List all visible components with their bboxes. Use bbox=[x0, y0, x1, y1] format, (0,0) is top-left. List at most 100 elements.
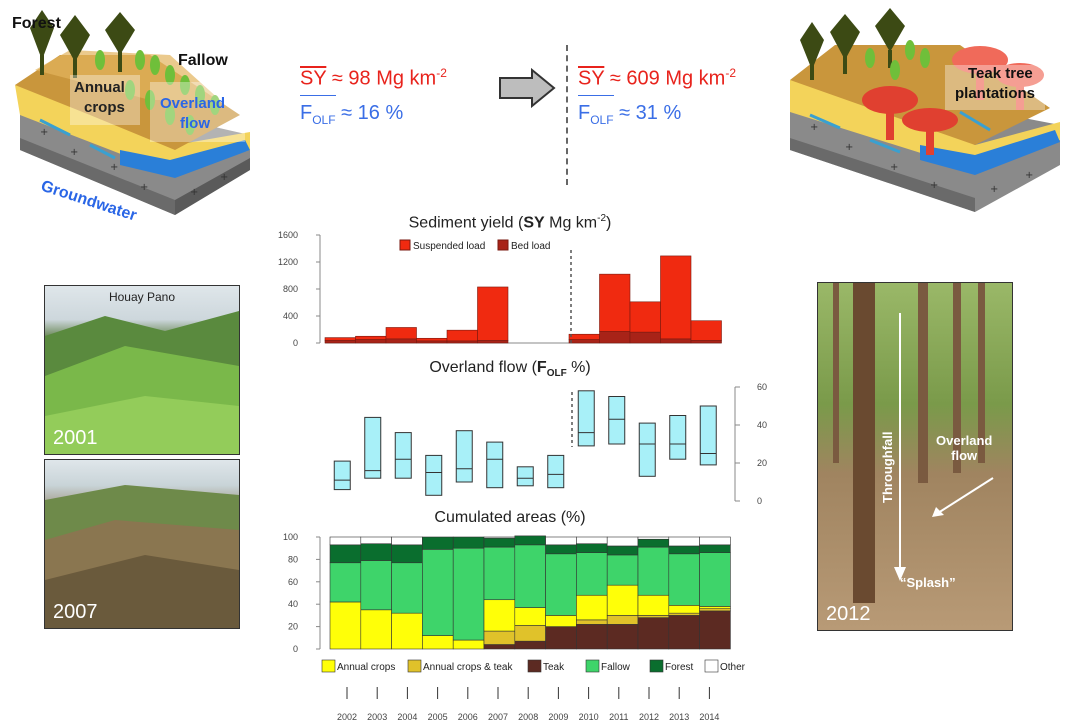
sy-bar-bed bbox=[324, 340, 356, 344]
olf-box bbox=[455, 430, 473, 483]
areas-legend-label: Fallow bbox=[601, 662, 631, 673]
areas-bar-segment bbox=[514, 544, 546, 608]
areas-bar-segment bbox=[606, 545, 639, 556]
sy-bar-suspended bbox=[690, 320, 722, 341]
svg-text:+: + bbox=[220, 172, 228, 183]
areas-legend-label: Teak bbox=[543, 662, 565, 673]
areas-bar-segment bbox=[699, 610, 731, 650]
photo-year-2007: 2007 bbox=[53, 601, 98, 623]
areas-bar-segment bbox=[668, 615, 700, 650]
sy-bar-bed bbox=[477, 340, 509, 344]
after-stats: SY ≈ 609 Mg km-2 FOLF ≈ 31 % bbox=[578, 66, 737, 127]
areas-bar-segment bbox=[360, 536, 392, 545]
areas-bar-segment bbox=[360, 609, 392, 650]
year-label: 2008 bbox=[518, 712, 538, 722]
sy-bar-bed bbox=[660, 338, 692, 344]
areas-bar-segment bbox=[329, 536, 362, 546]
areas-bar-segment bbox=[668, 612, 700, 616]
arrow-icon bbox=[499, 68, 556, 108]
svg-text:+: + bbox=[930, 180, 938, 191]
olf-chart-title: Overland flow (FOLF %) bbox=[429, 359, 591, 380]
areas-legend-label: Annual crops & teak bbox=[423, 662, 513, 673]
sy-bar-bed bbox=[446, 340, 478, 344]
areas-bar-segment bbox=[483, 537, 516, 548]
areas-bar-segment bbox=[391, 612, 423, 650]
photo-caption: Houay Pano bbox=[108, 290, 176, 304]
areas-bar-segment bbox=[391, 544, 423, 564]
year-label: 2012 bbox=[639, 712, 659, 722]
sy-tick-label: 1600 bbox=[278, 230, 298, 240]
areas-bar-segment bbox=[576, 543, 608, 553]
areas-bar-segment bbox=[483, 644, 516, 650]
olf-tick-label: 60 bbox=[757, 382, 767, 392]
areas-bar-segment bbox=[329, 562, 362, 603]
fallow-label: Fallow bbox=[178, 52, 228, 69]
areas-tick-label: 80 bbox=[288, 554, 298, 564]
splash-label: “Splash” bbox=[900, 575, 956, 590]
areas-tick-label: 0 bbox=[293, 644, 298, 654]
areas-bar-segment bbox=[422, 536, 454, 550]
throughfall-label: Throughfall bbox=[880, 431, 895, 504]
olf-box bbox=[364, 416, 382, 479]
legend-swatch-bed bbox=[497, 239, 509, 251]
areas-bar-segment bbox=[606, 554, 639, 586]
sy-bar-bed bbox=[355, 339, 387, 344]
photo-year-2012: 2012 bbox=[826, 603, 871, 625]
areas-bar-segment bbox=[637, 615, 670, 618]
sy-bar-bed bbox=[599, 331, 631, 344]
year-label: 2010 bbox=[579, 712, 599, 722]
areas-bar-segment bbox=[576, 552, 608, 596]
areas-legend-swatch bbox=[585, 659, 600, 673]
sy-bar-bed bbox=[416, 340, 448, 344]
areas-bar-segment bbox=[668, 553, 700, 606]
areas-bar-segment bbox=[360, 560, 392, 611]
left-block-diagram: + + + + + + Forest Fallow Annual crops Overla… bbox=[12, 10, 250, 220]
sy-bar-bed bbox=[690, 340, 722, 344]
olf-box bbox=[669, 415, 687, 460]
areas-bar-segment bbox=[668, 545, 700, 555]
areas-bar-segment bbox=[514, 535, 546, 546]
areas-bar-segment bbox=[545, 536, 577, 546]
olf-box bbox=[486, 441, 504, 489]
svg-text:+: + bbox=[990, 184, 998, 195]
svg-text:+: + bbox=[40, 127, 48, 138]
areas-bar-segment bbox=[576, 594, 608, 621]
areas-bar-segment bbox=[668, 605, 700, 614]
areas-bar-segment bbox=[422, 635, 454, 650]
areas-bar-segment bbox=[483, 630, 516, 645]
areas-legend-label: Other bbox=[720, 662, 746, 673]
legend-swatch-suspended bbox=[399, 239, 411, 251]
before-stats: SY ≈ 98 Mg km-2 FOLF ≈ 16 % bbox=[300, 66, 447, 127]
sy-chart-title: Sediment yield (SY Mg km-2) bbox=[408, 213, 612, 232]
areas-bar-segment bbox=[514, 607, 546, 626]
sy-bar-bed bbox=[568, 339, 600, 344]
sy-bar-bed bbox=[385, 338, 417, 344]
areas-bar-segment bbox=[699, 536, 731, 546]
areas-legend-swatch bbox=[407, 659, 422, 673]
areas-bar-segment bbox=[391, 536, 423, 546]
olf-tick-label: 40 bbox=[757, 420, 767, 430]
year-label: 2005 bbox=[428, 712, 448, 722]
year-label: 2003 bbox=[367, 712, 387, 722]
olf-box bbox=[333, 460, 351, 491]
svg-text:+: + bbox=[810, 122, 818, 133]
areas-bar-segment bbox=[452, 547, 485, 641]
legend-label-bed: Bed load bbox=[511, 241, 550, 252]
areas-bar-segment bbox=[422, 549, 454, 636]
sy-tick-label: 800 bbox=[283, 284, 298, 294]
areas-tick-label: 40 bbox=[288, 599, 298, 609]
photo-2007: 2007 bbox=[44, 459, 240, 629]
areas-legend-swatch bbox=[321, 659, 336, 673]
areas-tick-label: 20 bbox=[288, 622, 298, 632]
photo-2001: Houay Pano 2001 bbox=[44, 285, 240, 455]
overland-flow-photo-label: Overland flow bbox=[936, 433, 993, 463]
areas-bar-segment bbox=[545, 615, 577, 627]
year-label: 2009 bbox=[548, 712, 568, 722]
sy-bar-suspended bbox=[568, 333, 600, 340]
svg-text:+: + bbox=[110, 162, 118, 173]
areas-chart-title: Cumulated areas (%) bbox=[434, 509, 586, 526]
areas-bar-segment bbox=[576, 619, 608, 625]
areas-bar-segment bbox=[452, 536, 485, 549]
areas-bar-segment bbox=[668, 536, 700, 547]
sy-bar-suspended bbox=[477, 286, 509, 341]
